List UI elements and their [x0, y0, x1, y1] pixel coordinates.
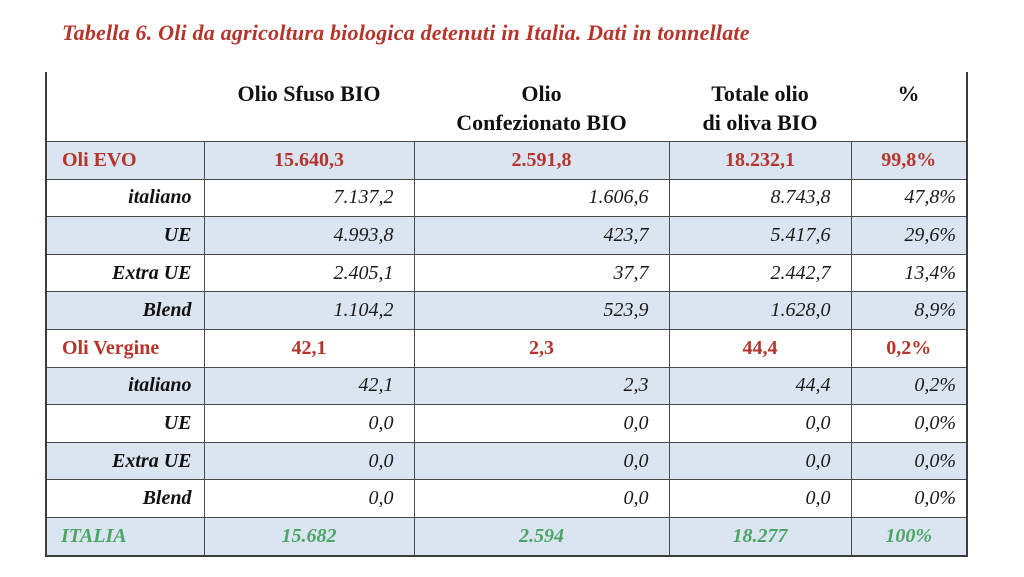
- column-header-olio-confezionato-bio: Olio Confezionato BIO: [456, 81, 627, 136]
- value-cell: 0,0: [413, 441, 670, 481]
- value-cell: 2.442,7: [668, 253, 852, 293]
- row-oli-vergine: Oli Vergine 42,1 2,3 44,4 0,2%: [45, 328, 968, 368]
- value-cell: 2.594: [413, 516, 670, 557]
- row-label: Blend: [45, 291, 205, 330]
- value-cell: 2.591,8: [413, 141, 670, 180]
- row-vergine-ue: UE 0,0 0,0 0,0 0,0%: [45, 404, 968, 443]
- value-cell: 523,9: [413, 291, 670, 330]
- percent-cell: 29,6%: [850, 216, 968, 255]
- bio-oil-table: Olio Sfuso BIO Olio Confezionato BIO Tot…: [45, 72, 968, 557]
- value-cell: 0,0: [203, 479, 415, 518]
- percent-cell: 47,8%: [850, 178, 968, 218]
- row-label: Extra UE: [45, 441, 205, 481]
- value-cell: 0,0: [413, 404, 670, 443]
- table-container: Olio Sfuso BIO Olio Confezionato BIO Tot…: [45, 72, 968, 557]
- value-cell: 0,0: [668, 404, 852, 443]
- percent-cell: 100%: [850, 516, 968, 557]
- value-cell: 4.993,8: [203, 216, 415, 255]
- row-vergine-italiano: italiano 42,1 2,3 44,4 0,2%: [45, 366, 968, 406]
- value-cell: 1.606,6: [413, 178, 670, 218]
- row-vergine-extra-ue: Extra UE 0,0 0,0 0,0 0,0%: [45, 441, 968, 481]
- value-cell: 2.405,1: [203, 253, 415, 293]
- percent-cell: 0,0%: [850, 441, 968, 481]
- value-cell: 423,7: [413, 216, 670, 255]
- row-label: Oli Vergine: [45, 328, 205, 368]
- row-evo-extra-ue: Extra UE 2.405,1 37,7 2.442,7 13,4%: [45, 253, 968, 293]
- column-header-empty: [46, 72, 204, 142]
- row-label: Oli EVO: [45, 141, 205, 180]
- value-cell: 0,0: [668, 441, 852, 481]
- value-cell: 44,4: [668, 366, 852, 406]
- value-cell: 8.743,8: [668, 178, 852, 218]
- column-header-olio-sfuso-bio: Olio Sfuso BIO: [237, 81, 381, 106]
- row-label: UE: [45, 404, 205, 443]
- percent-cell: 0,2%: [850, 366, 968, 406]
- value-cell: 5.417,6: [668, 216, 852, 255]
- value-cell: 7.137,2: [203, 178, 415, 218]
- value-cell: 15.640,3: [203, 141, 415, 180]
- percent-cell: 13,4%: [850, 253, 968, 293]
- value-cell: 0,0: [668, 479, 852, 518]
- row-label: UE: [45, 216, 205, 255]
- row-label: Extra UE: [45, 253, 205, 293]
- row-label: italiano: [45, 366, 205, 406]
- value-cell: 0,0: [413, 479, 670, 518]
- row-evo-ue: UE 4.993,8 423,7 5.417,6 29,6%: [45, 216, 968, 255]
- value-cell: 42,1: [203, 366, 415, 406]
- percent-cell: 8,9%: [850, 291, 968, 330]
- row-italia-total: ITALIA 15.682 2.594 18.277 100%: [45, 516, 968, 557]
- value-cell: 37,7: [413, 253, 670, 293]
- column-header-percent: %: [897, 81, 920, 106]
- value-cell: 1.104,2: [203, 291, 415, 330]
- column-header-totale-olio-di-oliva-bio: Totale olio di oliva BIO: [702, 81, 818, 136]
- percent-cell: 0,0%: [850, 404, 968, 443]
- table-title: Tabella 6. Oli da agricoltura biologica …: [62, 20, 750, 45]
- row-vergine-blend: Blend 0,0 0,0 0,0 0,0%: [45, 479, 968, 518]
- value-cell: 1.628,0: [668, 291, 852, 330]
- value-cell: 42,1: [203, 328, 415, 368]
- row-label: Blend: [45, 479, 205, 518]
- table-header-row: Olio Sfuso BIO Olio Confezionato BIO Tot…: [46, 72, 967, 142]
- row-label: ITALIA: [45, 516, 205, 557]
- value-cell: 2,3: [413, 366, 670, 406]
- row-label: italiano: [45, 178, 205, 218]
- value-cell: 15.682: [203, 516, 415, 557]
- value-cell: 18.232,1: [668, 141, 852, 180]
- row-evo-blend: Blend 1.104,2 523,9 1.628,0 8,9%: [45, 291, 968, 330]
- row-evo-italiano: italiano 7.137,2 1.606,6 8.743,8 47,8%: [45, 178, 968, 218]
- value-cell: 2,3: [413, 328, 670, 368]
- value-cell: 0,0: [203, 441, 415, 481]
- value-cell: 0,0: [203, 404, 415, 443]
- row-oli-evo: Oli EVO 15.640,3 2.591,8 18.232,1 99,8%: [45, 141, 968, 180]
- percent-cell: 0,0%: [850, 479, 968, 518]
- value-cell: 18.277: [668, 516, 852, 557]
- percent-cell: 99,8%: [850, 141, 968, 180]
- percent-cell: 0,2%: [850, 328, 968, 368]
- value-cell: 44,4: [668, 328, 852, 368]
